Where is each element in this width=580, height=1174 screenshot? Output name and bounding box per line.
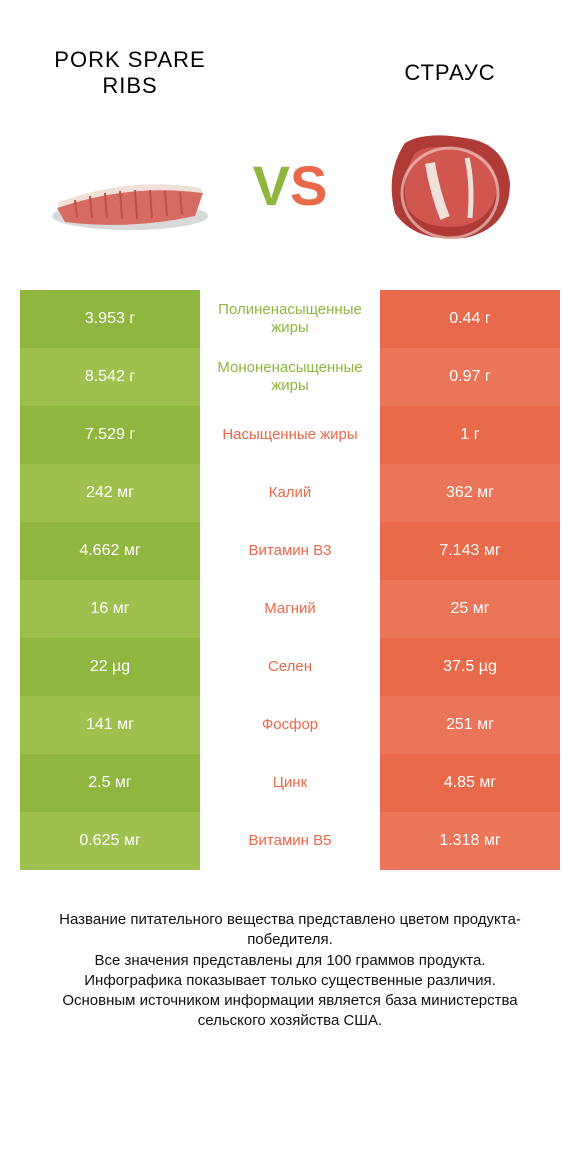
footer-line: Название питательного вещества представл… — [30, 910, 550, 951]
cell-right-value: 37.5 µg — [380, 638, 560, 696]
product-right-title: СТРАУС — [404, 43, 495, 103]
cell-nutrient-label: Витамин B5 — [200, 812, 380, 870]
cell-left-value: 7.529 г — [20, 406, 200, 464]
cell-right-value: 1 г — [380, 406, 560, 464]
cell-left-value: 8.542 г — [20, 348, 200, 406]
header: PORK SPARE RIBS VS СТ — [0, 0, 580, 290]
cell-left-value: 242 мг — [20, 464, 200, 522]
product-left-title: PORK SPARE RIBS — [30, 43, 230, 103]
cell-right-value: 0.97 г — [380, 348, 560, 406]
cell-nutrient-label: Витамин B3 — [200, 522, 380, 580]
cell-left-value: 16 мг — [20, 580, 200, 638]
cell-nutrient-label: Магний — [200, 580, 380, 638]
cell-right-value: 362 мг — [380, 464, 560, 522]
cell-right-value: 0.44 г — [380, 290, 560, 348]
cell-left-value: 3.953 г — [20, 290, 200, 348]
table-row: 141 мгФосфор251 мг — [20, 696, 560, 754]
cell-nutrient-label: Калий — [200, 464, 380, 522]
cell-left-value: 22 µg — [20, 638, 200, 696]
cell-nutrient-label: Мононенасыщенные жиры — [200, 348, 380, 406]
product-left: PORK SPARE RIBS — [30, 43, 230, 258]
product-left-image — [45, 118, 215, 258]
cell-nutrient-label: Насыщенные жиры — [200, 406, 380, 464]
ribs-icon — [45, 138, 215, 238]
table-row: 3.953 гПолиненасыщенные жиры0.44 г — [20, 290, 560, 348]
table-row: 0.625 мгВитамин B51.318 мг — [20, 812, 560, 870]
cell-right-value: 1.318 мг — [380, 812, 560, 870]
cell-nutrient-label: Полиненасыщенные жиры — [200, 290, 380, 348]
steak-icon — [375, 123, 525, 253]
product-right-image — [365, 118, 535, 258]
cell-nutrient-label: Фосфор — [200, 696, 380, 754]
table-row: 7.529 гНасыщенные жиры1 г — [20, 406, 560, 464]
footer-line: Инфографика показывает только существенн… — [30, 971, 550, 991]
cell-left-value: 0.625 мг — [20, 812, 200, 870]
table-row: 16 мгМагний25 мг — [20, 580, 560, 638]
cell-left-value: 141 мг — [20, 696, 200, 754]
footer-line: Основным источником информации является … — [30, 991, 550, 1032]
cell-nutrient-label: Селен — [200, 638, 380, 696]
product-right: СТРАУС — [350, 43, 550, 258]
nutrition-table: 3.953 гПолиненасыщенные жиры0.44 г8.542 … — [20, 290, 560, 870]
cell-left-value: 2.5 мг — [20, 754, 200, 812]
cell-right-value: 25 мг — [380, 580, 560, 638]
cell-right-value: 4.85 мг — [380, 754, 560, 812]
cell-right-value: 7.143 мг — [380, 522, 560, 580]
vs-letter-v: V — [253, 154, 290, 217]
table-row: 4.662 мгВитамин B37.143 мг — [20, 522, 560, 580]
table-row: 22 µgСелен37.5 µg — [20, 638, 560, 696]
cell-right-value: 251 мг — [380, 696, 560, 754]
table-row: 242 мгКалий362 мг — [20, 464, 560, 522]
footer-note: Название питательного вещества представл… — [30, 910, 550, 1032]
table-row: 2.5 мгЦинк4.85 мг — [20, 754, 560, 812]
table-row: 8.542 гМононенасыщенные жиры0.97 г — [20, 348, 560, 406]
vs-letter-s: S — [290, 154, 327, 217]
vs-badge: VS — [253, 153, 328, 218]
footer-line: Все значения представлены для 100 граммо… — [30, 951, 550, 971]
cell-left-value: 4.662 мг — [20, 522, 200, 580]
cell-nutrient-label: Цинк — [200, 754, 380, 812]
